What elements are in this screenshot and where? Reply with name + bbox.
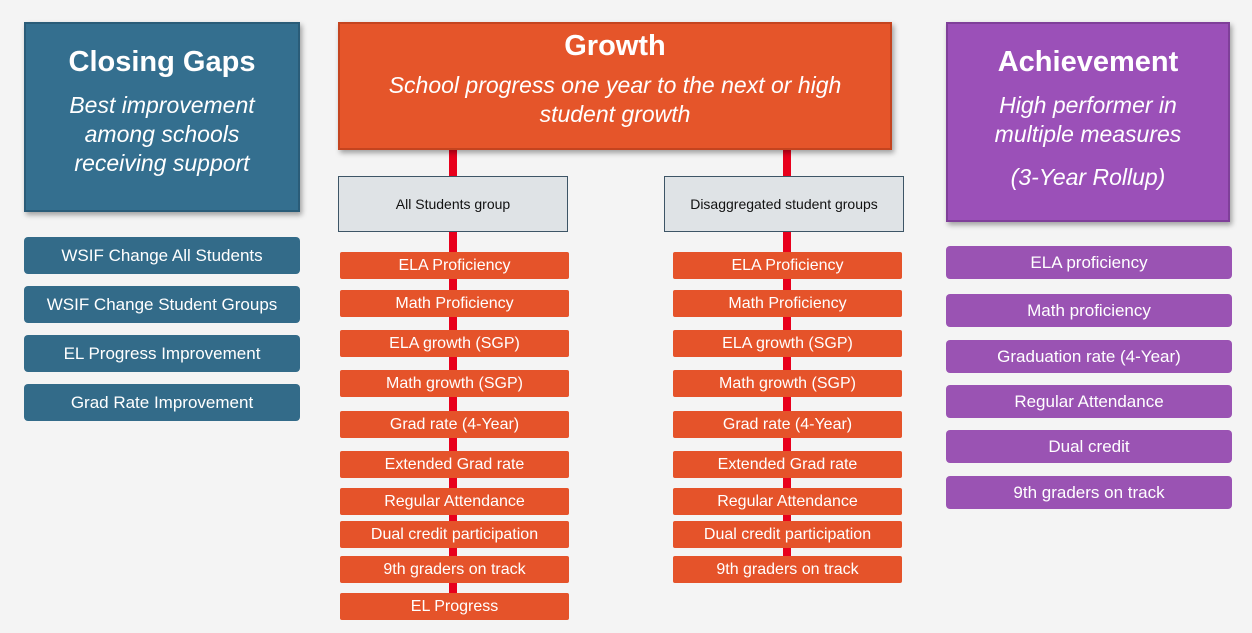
growth-item: Extended Grad rate (340, 451, 569, 478)
achievement-item: Graduation rate (4-Year) (946, 340, 1232, 373)
group-box: All Students group (338, 176, 568, 232)
growth-item: ELA growth (SGP) (340, 330, 569, 357)
closing-gaps-item: Grad Rate Improvement (24, 384, 300, 421)
achievement-box: Achievement High performer in multiple m… (946, 22, 1230, 222)
achievement-note: (3-Year Rollup) (1010, 164, 1166, 190)
connector (783, 148, 791, 568)
closing-gaps-box: Closing Gaps Best improvement among scho… (24, 22, 300, 212)
closing-gaps-item: EL Progress Improvement (24, 335, 300, 372)
growth-item: ELA Proficiency (340, 252, 569, 279)
growth-item: Math Proficiency (673, 290, 902, 317)
closing-gaps-subtitle: Best improvement among schools receiving… (69, 92, 255, 176)
group-box: Disaggregated student groups (664, 176, 904, 232)
growth-item: Grad rate (4-Year) (340, 411, 569, 438)
growth-item: Extended Grad rate (673, 451, 902, 478)
achievement-item: Dual credit (946, 430, 1232, 463)
growth-item: ELA growth (SGP) (673, 330, 902, 357)
growth-subtitle: School progress one year to the next or … (388, 72, 842, 127)
growth-item: 9th graders on track (340, 556, 569, 583)
growth-item: Dual credit participation (340, 521, 569, 548)
growth-item: 9th graders on track (673, 556, 902, 583)
achievement-item: ELA proficiency (946, 246, 1232, 279)
achievement-subtitle: High performer in multiple measures (994, 92, 1182, 147)
growth-item: Math growth (SGP) (340, 370, 569, 397)
closing-gaps-item: WSIF Change Student Groups (24, 286, 300, 323)
growth-item: Grad rate (4-Year) (673, 411, 902, 438)
growth-item: Regular Attendance (673, 488, 902, 515)
achievement-item: Math proficiency (946, 294, 1232, 327)
achievement-item: Regular Attendance (946, 385, 1232, 418)
closing-gaps-title: Closing Gaps (68, 46, 256, 78)
growth-box: Growth School progress one year to the n… (338, 22, 892, 150)
growth-item: Dual credit participation (673, 521, 902, 548)
achievement-item: 9th graders on track (946, 476, 1232, 509)
growth-title: Growth (564, 30, 666, 62)
closing-gaps-item: WSIF Change All Students (24, 237, 300, 274)
growth-item: Math growth (SGP) (673, 370, 902, 397)
growth-item: Regular Attendance (340, 488, 569, 515)
growth-item: EL Progress (340, 593, 569, 620)
growth-item: ELA Proficiency (673, 252, 902, 279)
growth-item: Math Proficiency (340, 290, 569, 317)
achievement-title: Achievement (997, 46, 1179, 78)
